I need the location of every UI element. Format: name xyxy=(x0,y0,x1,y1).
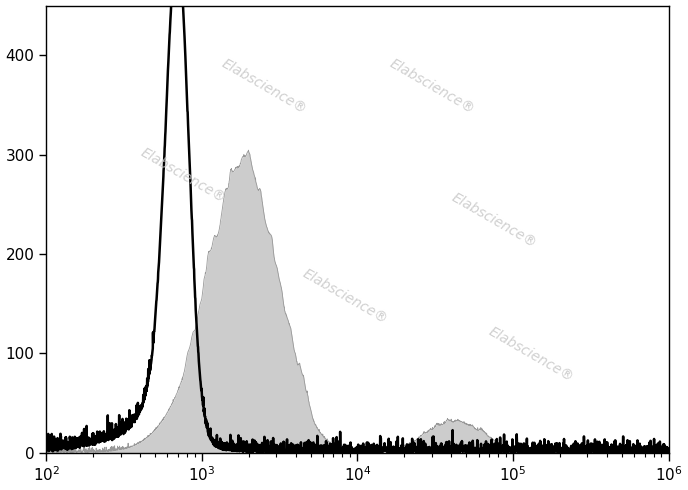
Text: Elabscience®: Elabscience® xyxy=(387,56,477,116)
Text: Elabscience®: Elabscience® xyxy=(300,266,390,326)
Text: Elabscience®: Elabscience® xyxy=(138,146,228,205)
Text: Elabscience®: Elabscience® xyxy=(449,190,539,250)
Text: Elabscience®: Elabscience® xyxy=(486,324,577,384)
Text: Elabscience®: Elabscience® xyxy=(219,56,309,116)
